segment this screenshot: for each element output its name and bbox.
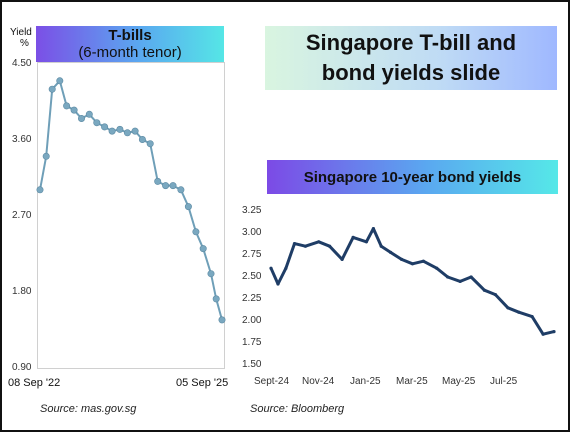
bond-data-point: [269, 266, 273, 270]
tbill-data-point: [212, 295, 220, 303]
bond-data-point: [351, 235, 355, 239]
tbill-data-point: [48, 85, 56, 93]
bond-data-point: [458, 279, 462, 283]
tbill-data-point: [116, 125, 124, 133]
tbill-data-point: [138, 136, 146, 144]
tbill-data-point: [93, 119, 101, 127]
tbill-data-point: [63, 102, 71, 110]
bond-xtick: Sept-24: [254, 376, 290, 387]
tbill-ytick: 0.90: [12, 362, 32, 373]
tbill-data-point: [192, 228, 200, 236]
bond-data-point: [541, 332, 545, 336]
main-title-line2: bond yields slide: [321, 60, 501, 85]
tbill-data-point: [36, 186, 44, 194]
bond-data-point: [435, 266, 439, 270]
bond-data-point: [284, 266, 288, 270]
tbill-data-point: [78, 115, 86, 123]
bond-data-point: [371, 227, 375, 231]
tbill-title-badge: T-bills (6-month tenor): [36, 26, 224, 62]
bond-ytick: 2.00: [242, 315, 262, 326]
tbill-ytick: 4.50: [12, 58, 32, 69]
tbill-data-point: [42, 152, 50, 160]
bond-title-badge: Singapore 10-year bond yields: [267, 160, 558, 194]
bond-series-line: [269, 227, 555, 336]
bond-data-point: [400, 257, 404, 261]
tbill-data-point: [177, 186, 185, 194]
tbill-yunit: %: [20, 38, 29, 49]
main-title-banner: Singapore T-bill and bond yields slide: [265, 26, 557, 90]
tbill-ytick: 3.60: [12, 134, 32, 145]
tbill-data-point: [123, 129, 131, 137]
tbill-data-point: [146, 140, 154, 148]
tbill-series-line: [39, 78, 223, 321]
bond-data-point: [317, 240, 321, 244]
bond-data-point: [303, 244, 307, 248]
bond-data-point: [506, 306, 510, 310]
bond-data-point: [292, 242, 297, 246]
bond-data-point: [410, 262, 415, 266]
tbill-data-point: [131, 127, 139, 135]
tbill-x-start: 08 Sep '22: [8, 377, 61, 389]
bond-ytick: 3.25: [242, 205, 262, 216]
bond-data-point: [493, 293, 497, 297]
tbill-data-point: [218, 316, 226, 324]
tbill-data-point: [162, 182, 170, 190]
bond-data-point: [364, 240, 368, 244]
tbill-data-point: [199, 245, 207, 253]
bond-data-point: [421, 259, 425, 263]
bond-data-point: [389, 250, 393, 254]
tbill-data-point: [85, 110, 93, 118]
bond-source: Source: Bloomberg: [250, 403, 345, 415]
tbill-data-point: [169, 182, 177, 190]
bond-ytick: 3.00: [242, 227, 262, 238]
bond-xtick: Jan-25: [350, 376, 381, 387]
bond-xtick: Jul-25: [490, 376, 518, 387]
main-title-line1: Singapore T-bill and: [305, 30, 517, 55]
bond-ytick: 2.75: [242, 249, 262, 260]
tbill-title: T-bills: [108, 27, 152, 44]
bond-data-point: [446, 275, 450, 279]
tbill-ytick: 2.70: [12, 210, 32, 221]
bond-xtick: Mar-25: [396, 376, 428, 387]
tbill-data-point: [108, 127, 116, 135]
bond-title: Singapore 10-year bond yields: [303, 168, 522, 186]
bond-data-point: [379, 244, 383, 248]
bond-xtick: May-25: [442, 376, 476, 387]
bond-ytick: 2.25: [242, 293, 262, 304]
bond-data-point: [530, 315, 534, 319]
bond-data-point: [517, 310, 521, 314]
tbill-ylabel: Yield: [10, 27, 32, 38]
bond-data-point: [482, 288, 486, 292]
tbill-x-end: 05 Sep '25: [176, 377, 229, 389]
bond-data-point: [552, 330, 556, 334]
tbill-data-point: [207, 270, 215, 278]
bond-data-point: [276, 282, 280, 286]
bond-ytick: 2.50: [242, 271, 262, 282]
tbill-chart-panel: [37, 62, 225, 369]
tbill-ytick: 1.80: [12, 286, 32, 297]
tbill-data-point: [70, 106, 78, 114]
bond-ytick: 1.75: [242, 337, 262, 348]
bond-data-point: [328, 244, 332, 248]
bond-data-point: [469, 275, 473, 279]
tbill-data-point: [184, 203, 192, 211]
bond-xtick: Nov-24: [302, 376, 335, 387]
bond-data-point: [340, 257, 344, 261]
bond-ytick: 1.50: [242, 359, 262, 370]
tbill-data-point: [154, 177, 162, 185]
tbill-subtitle: (6-month tenor): [78, 44, 182, 61]
tbill-data-point: [101, 123, 109, 131]
tbill-source: Source: mas.gov.sg: [40, 403, 137, 415]
tbill-data-point: [56, 77, 64, 85]
